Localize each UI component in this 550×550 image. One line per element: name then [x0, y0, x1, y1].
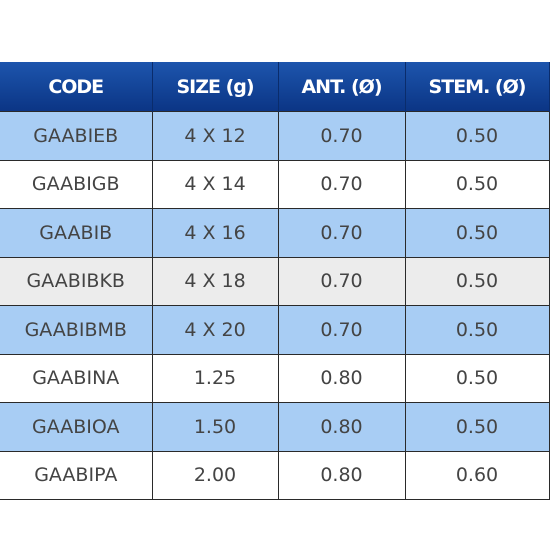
table-cell: 1.50 — [151, 402, 279, 452]
table-cell: GAABIOA — [0, 402, 153, 452]
column-header: STEM. (Ø) — [404, 62, 550, 112]
table-cell: GAABIPA — [0, 450, 153, 500]
table-row: GAABIGB 4 X 14 0.70 0.50 — [0, 159, 550, 209]
table-cell: 2.00 — [151, 450, 279, 500]
table-cell: 0.50 — [404, 208, 550, 258]
table-cell: 4 X 18 — [151, 256, 279, 306]
table-row: GAABIPA 2.00 0.80 0.60 — [0, 450, 550, 500]
table-cell: GAABIGB — [0, 159, 153, 209]
table-cell: 4 X 14 — [151, 159, 279, 209]
table-cell: GAABIBKB — [0, 256, 153, 306]
table-row: GAABIEB 4 X 12 0.70 0.50 — [0, 111, 550, 161]
table-cell: 0.50 — [404, 159, 550, 209]
table-row: GAABIBMB 4 X 20 0.70 0.50 — [0, 305, 550, 355]
table-cell: 0.50 — [404, 402, 550, 452]
table-cell: 0.60 — [404, 450, 550, 500]
table-cell: 0.80 — [277, 402, 406, 452]
table-cell: GAABINA — [0, 353, 153, 403]
header-row: CODE SIZE (g) ANT. (Ø) STEM. (Ø) — [0, 62, 550, 112]
table-wrapper: CODE SIZE (g) ANT. (Ø) STEM. (Ø) GAABIEB 4 X… — [0, 62, 550, 500]
column-header: ANT. (Ø) — [277, 62, 406, 112]
table-cell: GAABIBMB — [0, 305, 153, 355]
table-cell: 1.25 — [151, 353, 279, 403]
table-cell: 0.70 — [277, 256, 406, 306]
table-row: GAABIB 4 X 16 0.70 0.50 — [0, 208, 550, 258]
table-cell: 0.70 — [277, 159, 406, 209]
table-cell: 0.70 — [277, 111, 406, 161]
column-header: CODE — [0, 62, 153, 112]
table-row: GAABINA 1.25 0.80 0.50 — [0, 353, 550, 403]
table-cell: 0.50 — [404, 111, 550, 161]
table-cell: 4 X 20 — [151, 305, 279, 355]
table-row: GAABIBKB 4 X 18 0.70 0.50 — [0, 256, 550, 306]
table-cell: 4 X 16 — [151, 208, 279, 258]
table-cell: 0.80 — [277, 353, 406, 403]
table-cell: 4 X 12 — [151, 111, 279, 161]
table-cell: 0.70 — [277, 208, 406, 258]
table-row: GAABIOA 1.50 0.80 0.50 — [0, 402, 550, 452]
table-cell: 0.80 — [277, 450, 406, 500]
spec-table: CODE SIZE (g) ANT. (Ø) STEM. (Ø) GAABIEB 4 X… — [0, 62, 550, 500]
table-cell: 0.70 — [277, 305, 406, 355]
table-cell: 0.50 — [404, 256, 550, 306]
table-cell: 0.50 — [404, 353, 550, 403]
table-cell: GAABIEB — [0, 111, 153, 161]
table-cell: GAABIB — [0, 208, 153, 258]
table-body: GAABIEB 4 X 12 0.70 0.50 GAABIGB 4 X 14 0.70 0.… — [0, 111, 550, 500]
column-header: SIZE (g) — [151, 62, 279, 112]
table-cell: 0.50 — [404, 305, 550, 355]
